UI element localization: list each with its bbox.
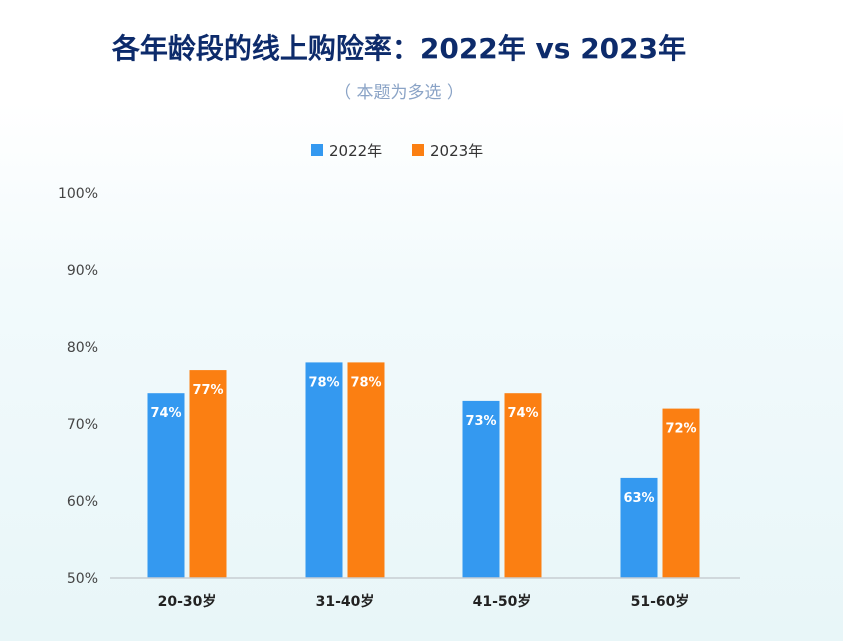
y-axis: 50% 60% 70% 80% 90% 100%	[58, 186, 98, 587]
bars: 74% 77% 78% 78% 73% 74% 63% 72%	[147, 362, 700, 578]
data-label: 72%	[665, 422, 696, 437]
y-tick-label: 60%	[67, 494, 98, 510]
data-label: 78%	[308, 375, 339, 390]
legend: 2022年 2023年	[311, 142, 483, 160]
data-label: 78%	[350, 375, 381, 390]
bar-1-1	[147, 393, 185, 578]
bar-2-1	[189, 370, 227, 578]
x-tick-label: 20-30岁	[158, 593, 217, 610]
legend-swatch-1	[311, 144, 323, 156]
data-label: 74%	[507, 406, 538, 421]
bar-2-2	[347, 362, 385, 578]
bar-1-3	[462, 400, 500, 578]
data-label: 77%	[192, 383, 223, 398]
data-label: 73%	[465, 414, 496, 429]
bar-2-4	[662, 408, 700, 578]
x-tick-label: 41-50岁	[473, 593, 532, 610]
chart-title: 各年龄段的线上购险率：2022年 vs 2023年	[111, 32, 686, 65]
chart-subtitle: （ 本题为多选 ）	[334, 83, 464, 103]
bar-1-2	[305, 362, 343, 578]
y-tick-label: 100%	[58, 186, 98, 202]
x-tick-label: 51-60岁	[631, 593, 690, 610]
x-tick-label: 31-40岁	[316, 593, 375, 610]
legend-label-2: 2023年	[430, 142, 483, 160]
legend-swatch-2	[412, 144, 424, 156]
data-label: 63%	[623, 491, 654, 506]
y-tick-label: 90%	[67, 263, 98, 279]
bar-2-3	[504, 393, 542, 578]
data-label: 74%	[150, 406, 181, 421]
legend-label-1: 2022年	[329, 142, 382, 160]
x-axis: 20-30岁 31-40岁 41-50岁 51-60岁	[158, 593, 690, 610]
y-tick-label: 50%	[67, 571, 98, 587]
y-tick-label: 70%	[67, 417, 98, 433]
bar-1-4	[620, 477, 658, 578]
y-tick-label: 80%	[67, 340, 98, 356]
